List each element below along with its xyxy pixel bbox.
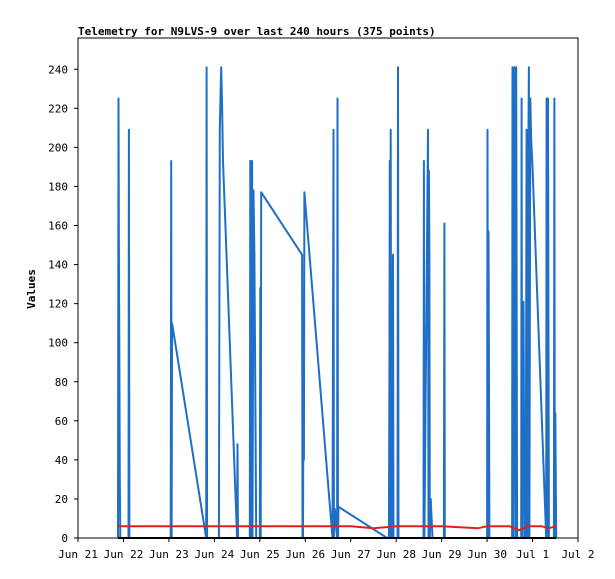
- x-tick-label: Jun 24: [194, 548, 234, 561]
- y-tick-label: 120: [48, 298, 68, 311]
- x-tick-label: Jun 29: [422, 548, 462, 561]
- x-tick-label: Jun 30: [467, 548, 507, 561]
- plot-frame: [77, 37, 579, 539]
- y-tick-label: 40: [55, 454, 68, 467]
- chart-title: Telemetry for N9LVS-9 over last 240 hour…: [78, 25, 436, 38]
- x-tick-label: Jun 23: [149, 548, 189, 561]
- x-tick-label: Jun 22: [104, 548, 144, 561]
- series-line-1: [118, 525, 557, 532]
- y-axis: 0 20 40 60 80 100 120 140 160 180 200 220 240: [48, 63, 78, 545]
- y-tick-label: 220: [48, 102, 68, 115]
- series-layer: [117, 66, 558, 539]
- y-tick-label: 200: [48, 141, 68, 154]
- x-tick-label: Jun 28: [376, 548, 416, 561]
- x-tick-label: Jul 1: [516, 548, 549, 561]
- x-tick-label: Jul 2: [561, 548, 594, 561]
- y-tick-label: 160: [48, 220, 68, 233]
- y-tick-label: 180: [48, 180, 68, 193]
- y-tick-label: 60: [55, 415, 68, 428]
- x-axis: Jun 21 Jun 22 Jun 23 Jun 24 Jun 25 Jun 26 Jun …: [58, 538, 595, 561]
- x-tick-label: Jun 26: [285, 548, 325, 561]
- x-tick-label: Jun 21: [58, 548, 98, 561]
- y-tick-label: 20: [55, 493, 68, 506]
- y-axis-title: Values: [25, 269, 38, 309]
- y-tick-label: 240: [48, 63, 68, 76]
- y-tick-label: 0: [61, 532, 68, 545]
- x-tick-label: Jun 25: [240, 548, 280, 561]
- x-tick-label: Jun 27: [331, 548, 371, 561]
- y-tick-label: 140: [48, 259, 68, 272]
- y-tick-label: 80: [55, 376, 68, 389]
- y-tick-label: 100: [48, 337, 68, 350]
